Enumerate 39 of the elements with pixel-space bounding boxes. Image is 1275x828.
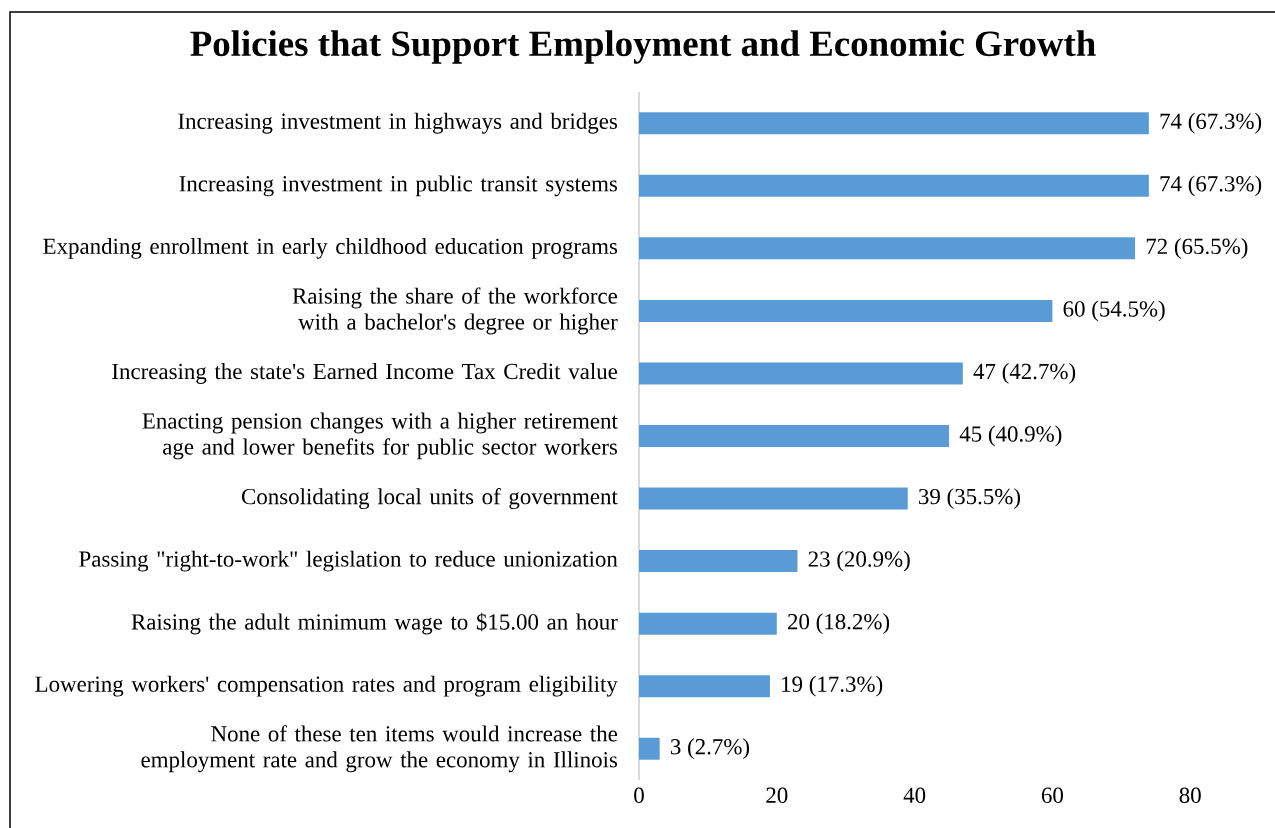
y-tick-label: Increasing investment in highways and bridges [178, 112, 618, 134]
bar [639, 550, 798, 573]
y-tick-label: Lowering workers' compensation rates and program eligibility [35, 675, 618, 697]
y-tick-label: Expanding enrollment in early childhood education programs [43, 237, 618, 259]
chart-title: Policies that Support Employment and Economic Growth [190, 30, 1096, 64]
data-label: 74 (67.3%) [1160, 112, 1262, 134]
bar [639, 424, 950, 447]
y-tick-label: Raising the adult minimum wage to $15.00 an hour [131, 612, 618, 635]
data-label: 3 (2.7%) [670, 738, 750, 760]
data-label: 74 (67.3%) [1160, 175, 1262, 197]
x-tick-label: 20 [766, 787, 788, 803]
y-tick-label: Enacting pension changes with a higher retirement age and lower benefits for public sector workers [142, 412, 618, 460]
x-tick-label: 40 [903, 787, 926, 803]
data-label: 39 (35.5%) [919, 488, 1020, 509]
bar [639, 487, 908, 510]
bar [639, 675, 770, 698]
x-tick-label: 80 [1179, 787, 1201, 803]
data-label: 20 (18.2%) [788, 613, 890, 635]
y-tick-label: None of these ten items would increase the employment rate and grow the economy in Illinois [141, 725, 618, 773]
data-label: 23 (20.9%) [808, 550, 910, 572]
y-tick-label: Passing "right-to-work" legislation to reduce unionization [79, 550, 618, 572]
bar [639, 174, 1149, 197]
y-tick-label: Increasing the state's Earned Income Tax Credit value [112, 363, 618, 384]
bar [639, 237, 1136, 260]
bar [639, 112, 1149, 135]
y-tick-label: Consolidating local units of government [241, 487, 618, 510]
data-label: 45 (40.9%) [959, 425, 1062, 447]
bar [639, 299, 1053, 322]
x-tick-label: 60 [1041, 787, 1063, 803]
x-tick-label: 0 [634, 787, 644, 803]
bar [639, 362, 963, 385]
bar [639, 612, 777, 635]
data-label: 19 (17.3%) [782, 675, 883, 697]
data-label: 47 (42.7%) [973, 363, 1076, 384]
y-tick-label: Increasing investment in public transit systems [179, 175, 618, 197]
data-label: 72 (65.5%) [1146, 237, 1248, 259]
data-label: 60 (54.5%) [1063, 300, 1165, 322]
y-tick-label: Raising the share of the workforce with a bachelor's degree or higher [292, 287, 618, 335]
bar [639, 737, 660, 760]
